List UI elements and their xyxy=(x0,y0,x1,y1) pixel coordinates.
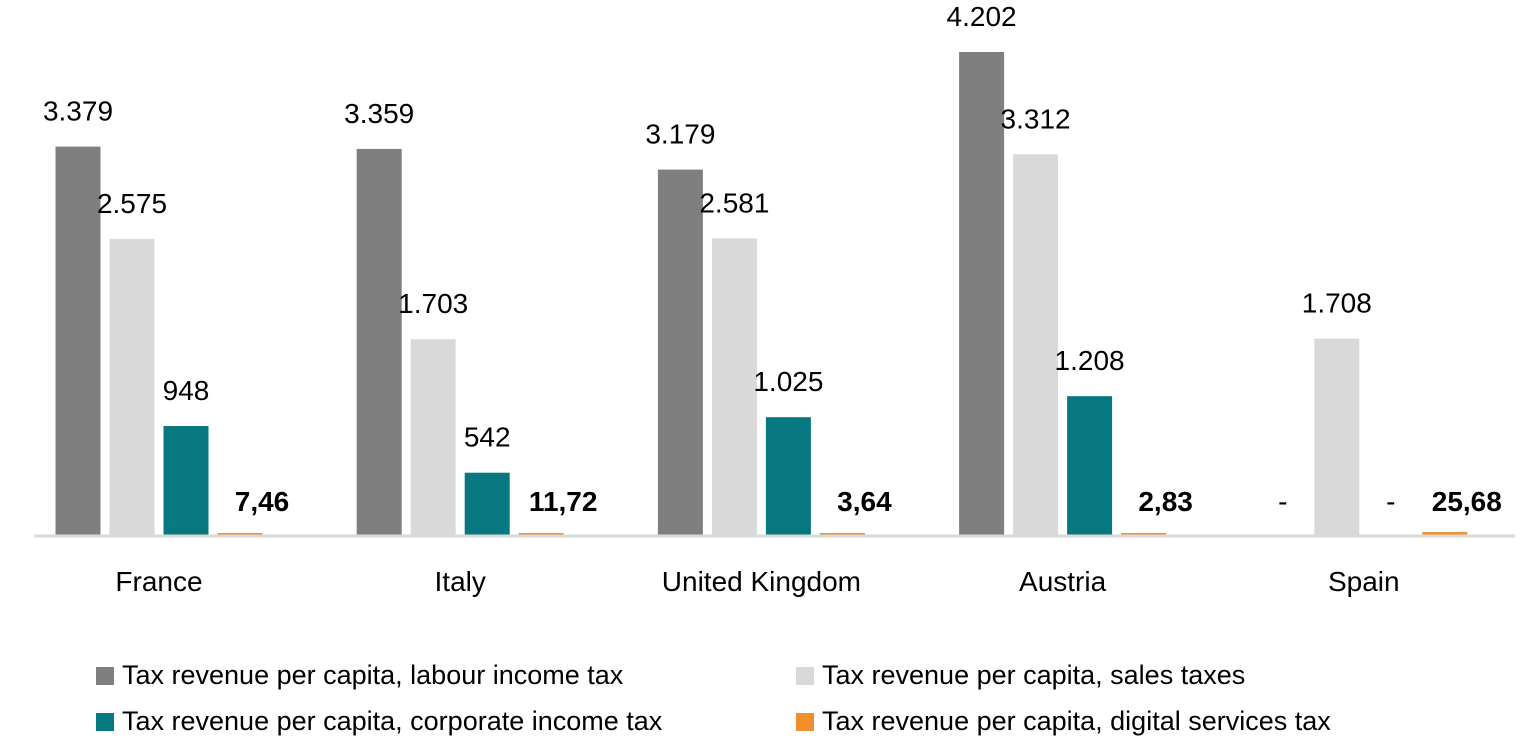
data-label-spain-digital: 25,68 xyxy=(1432,486,1502,517)
data-label-united-kingdom-digital: 3,64 xyxy=(837,486,892,517)
bar-austria-sales xyxy=(1013,154,1059,536)
data-label-austria-sales: 3.312 xyxy=(1001,103,1071,134)
data-label-france-labour: 3.379 xyxy=(43,96,113,127)
bar-italy-sales xyxy=(410,339,456,535)
bar-united-kingdom-labour xyxy=(657,169,703,536)
category-label-italy: Italy xyxy=(435,566,486,597)
category-label-austria: Austria xyxy=(1019,566,1107,597)
category-label-united-kingdom: United Kingdom xyxy=(662,566,861,597)
data-label-united-kingdom-corporate: 1.025 xyxy=(753,366,823,397)
bar-spain-digital xyxy=(1422,532,1468,535)
bar-austria-labour xyxy=(959,52,1005,535)
bar-italy-labour xyxy=(356,148,402,535)
data-label-spain-corporate: - xyxy=(1386,486,1395,517)
bar-france-sales xyxy=(109,239,155,536)
bar-austria-corporate xyxy=(1067,396,1113,535)
bar-united-kingdom-corporate xyxy=(765,417,811,535)
bar-united-kingdom-sales xyxy=(711,238,757,535)
data-label-austria-corporate: 1.208 xyxy=(1055,345,1125,376)
bar-united-kingdom-digital xyxy=(819,533,865,535)
category-label-spain: Spain xyxy=(1328,566,1400,597)
data-label-italy-digital: 11,72 xyxy=(529,486,598,517)
category-labels-layer: France Italy United Kingdom Austria Spain xyxy=(115,566,1399,597)
bars-layer xyxy=(55,52,1468,536)
bar-italy-digital xyxy=(518,533,564,535)
bar-france-digital xyxy=(217,533,263,535)
data-labels-layer: 3.379 2.575 948 7,46 3.359 1.703 542 11,72 3.179… xyxy=(43,1,1502,517)
bar-france-labour xyxy=(55,146,101,535)
data-label-united-kingdom-labour: 3.179 xyxy=(645,119,715,150)
data-label-france-corporate: 948 xyxy=(163,375,210,406)
bar-france-corporate xyxy=(163,426,209,535)
data-label-france-sales: 2.575 xyxy=(97,188,167,219)
bar-austria-digital xyxy=(1121,533,1167,535)
data-label-italy-corporate: 542 xyxy=(464,422,511,453)
data-label-italy-sales: 1.703 xyxy=(398,288,468,319)
data-label-italy-labour: 3.359 xyxy=(344,98,414,129)
data-label-austria-labour: 4.202 xyxy=(947,1,1017,32)
data-label-austria-digital: 2,83 xyxy=(1138,486,1193,517)
category-label-france: France xyxy=(115,566,202,597)
bar-spain-sales xyxy=(1314,338,1360,535)
data-label-united-kingdom-sales: 2.581 xyxy=(699,187,769,218)
data-label-france-digital: 7,46 xyxy=(235,486,290,517)
data-label-spain-labour: - xyxy=(1278,486,1287,517)
bar-italy-corporate xyxy=(464,472,510,535)
data-label-spain-sales: 1.708 xyxy=(1302,288,1372,319)
